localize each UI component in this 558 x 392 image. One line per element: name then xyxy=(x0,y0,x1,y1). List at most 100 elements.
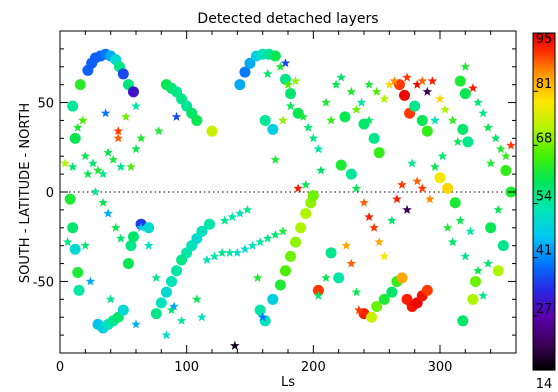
data-point-star xyxy=(460,61,471,71)
colorbar-segment xyxy=(533,226,555,231)
data-point-circle xyxy=(125,240,137,252)
colorbar-segment xyxy=(533,280,555,284)
data-point-star xyxy=(108,154,118,164)
data-point-star xyxy=(62,237,73,247)
colorbar-segment xyxy=(533,195,555,200)
data-point-star xyxy=(263,233,273,243)
colorbar-segment xyxy=(533,162,555,166)
data-point-star xyxy=(136,133,146,143)
data-point-star xyxy=(326,115,336,125)
data-point-star xyxy=(417,183,427,193)
data-point-star xyxy=(283,79,293,89)
data-point-star xyxy=(356,97,367,107)
data-point-circle xyxy=(333,272,345,284)
data-point-circle xyxy=(467,293,479,305)
data-point-star xyxy=(217,247,227,257)
chart-title: Detected detached layers xyxy=(197,11,378,27)
x-axis-label: Ls xyxy=(281,375,295,390)
colorbar-segment xyxy=(533,117,555,121)
data-point-circle xyxy=(239,66,251,78)
data-point-star xyxy=(351,183,362,193)
colorbar-segment xyxy=(533,156,555,160)
data-point-star xyxy=(364,115,374,125)
data-point-circle xyxy=(378,293,390,305)
colorbar-segment xyxy=(533,204,555,208)
data-point-circle xyxy=(254,304,266,316)
data-point-circle xyxy=(421,125,433,137)
colorbar-segment xyxy=(533,311,555,315)
colorbar-segment xyxy=(533,249,555,253)
colorbar-segment xyxy=(533,353,555,357)
colorbar-segment xyxy=(533,145,555,149)
colorbar-segment xyxy=(533,305,555,309)
colorbar-segment xyxy=(533,122,555,127)
data-point-star xyxy=(67,162,78,171)
colorbar-segment xyxy=(533,341,555,346)
data-point-circle xyxy=(72,267,84,278)
data-point-star xyxy=(270,154,281,164)
colorbar-segment xyxy=(533,240,555,245)
data-point-circle xyxy=(191,114,203,126)
colorbar-segment xyxy=(533,271,555,276)
data-point-star xyxy=(351,287,362,297)
colorbar-segment xyxy=(533,170,555,175)
data-point-circle xyxy=(64,193,76,205)
data-point-star xyxy=(113,133,123,143)
data-point-star xyxy=(85,276,96,286)
colorbar-segment xyxy=(533,215,555,219)
colorbar-segment xyxy=(533,246,555,250)
data-point-circle xyxy=(358,118,370,130)
data-point-circle xyxy=(449,197,461,209)
data-point-star xyxy=(364,212,374,222)
colorbar-segment xyxy=(533,238,555,242)
colorbar-segment xyxy=(533,173,555,177)
data-point-star xyxy=(331,79,341,89)
colorbar-segment xyxy=(533,282,555,287)
data-point-star xyxy=(209,251,220,261)
data-point-star xyxy=(298,111,308,121)
data-point-circle xyxy=(307,190,319,202)
data-point-circle xyxy=(74,79,86,91)
data-point-circle xyxy=(127,231,139,243)
data-point-star xyxy=(397,179,407,189)
colorbar-segment xyxy=(533,159,555,163)
y-tick-label: 50 xyxy=(37,97,54,112)
colorbar-segment xyxy=(533,69,555,73)
data-point-star xyxy=(255,237,265,247)
data-point-star xyxy=(278,115,288,125)
colorbar-segment xyxy=(533,176,555,180)
data-point-star xyxy=(219,215,230,225)
data-point-circle xyxy=(457,123,469,135)
data-point-star xyxy=(88,158,98,168)
colorbar-segment xyxy=(533,207,555,211)
data-point-star xyxy=(161,330,172,340)
colorbar-segment xyxy=(533,229,555,233)
data-point-star xyxy=(412,176,422,186)
data-point-star xyxy=(389,76,400,86)
data-point-star xyxy=(263,68,273,78)
data-point-circle xyxy=(196,225,208,237)
y-tick-label: 0 xyxy=(46,186,54,201)
data-point-star xyxy=(407,158,417,168)
data-point-circle xyxy=(203,218,215,230)
colorbar-segment xyxy=(533,131,555,135)
data-point-star xyxy=(105,294,116,304)
colorbar-segment xyxy=(533,212,555,217)
data-point-star xyxy=(90,187,101,196)
data-point-star xyxy=(176,315,187,325)
colorbar-segment xyxy=(533,308,555,312)
colorbar-segment xyxy=(533,35,555,40)
data-point-circle xyxy=(457,315,469,327)
data-point-circle xyxy=(73,284,85,296)
data-point-star xyxy=(169,301,179,311)
colorbar-segment xyxy=(533,136,555,141)
data-point-circle xyxy=(285,88,297,100)
data-point-star xyxy=(285,101,296,111)
data-point-circle xyxy=(67,100,79,112)
plot-area xyxy=(60,48,517,350)
data-point-star xyxy=(402,72,412,82)
colorbar-segment xyxy=(533,49,555,54)
data-point-circle xyxy=(117,304,129,316)
colorbar-segment xyxy=(533,41,555,45)
